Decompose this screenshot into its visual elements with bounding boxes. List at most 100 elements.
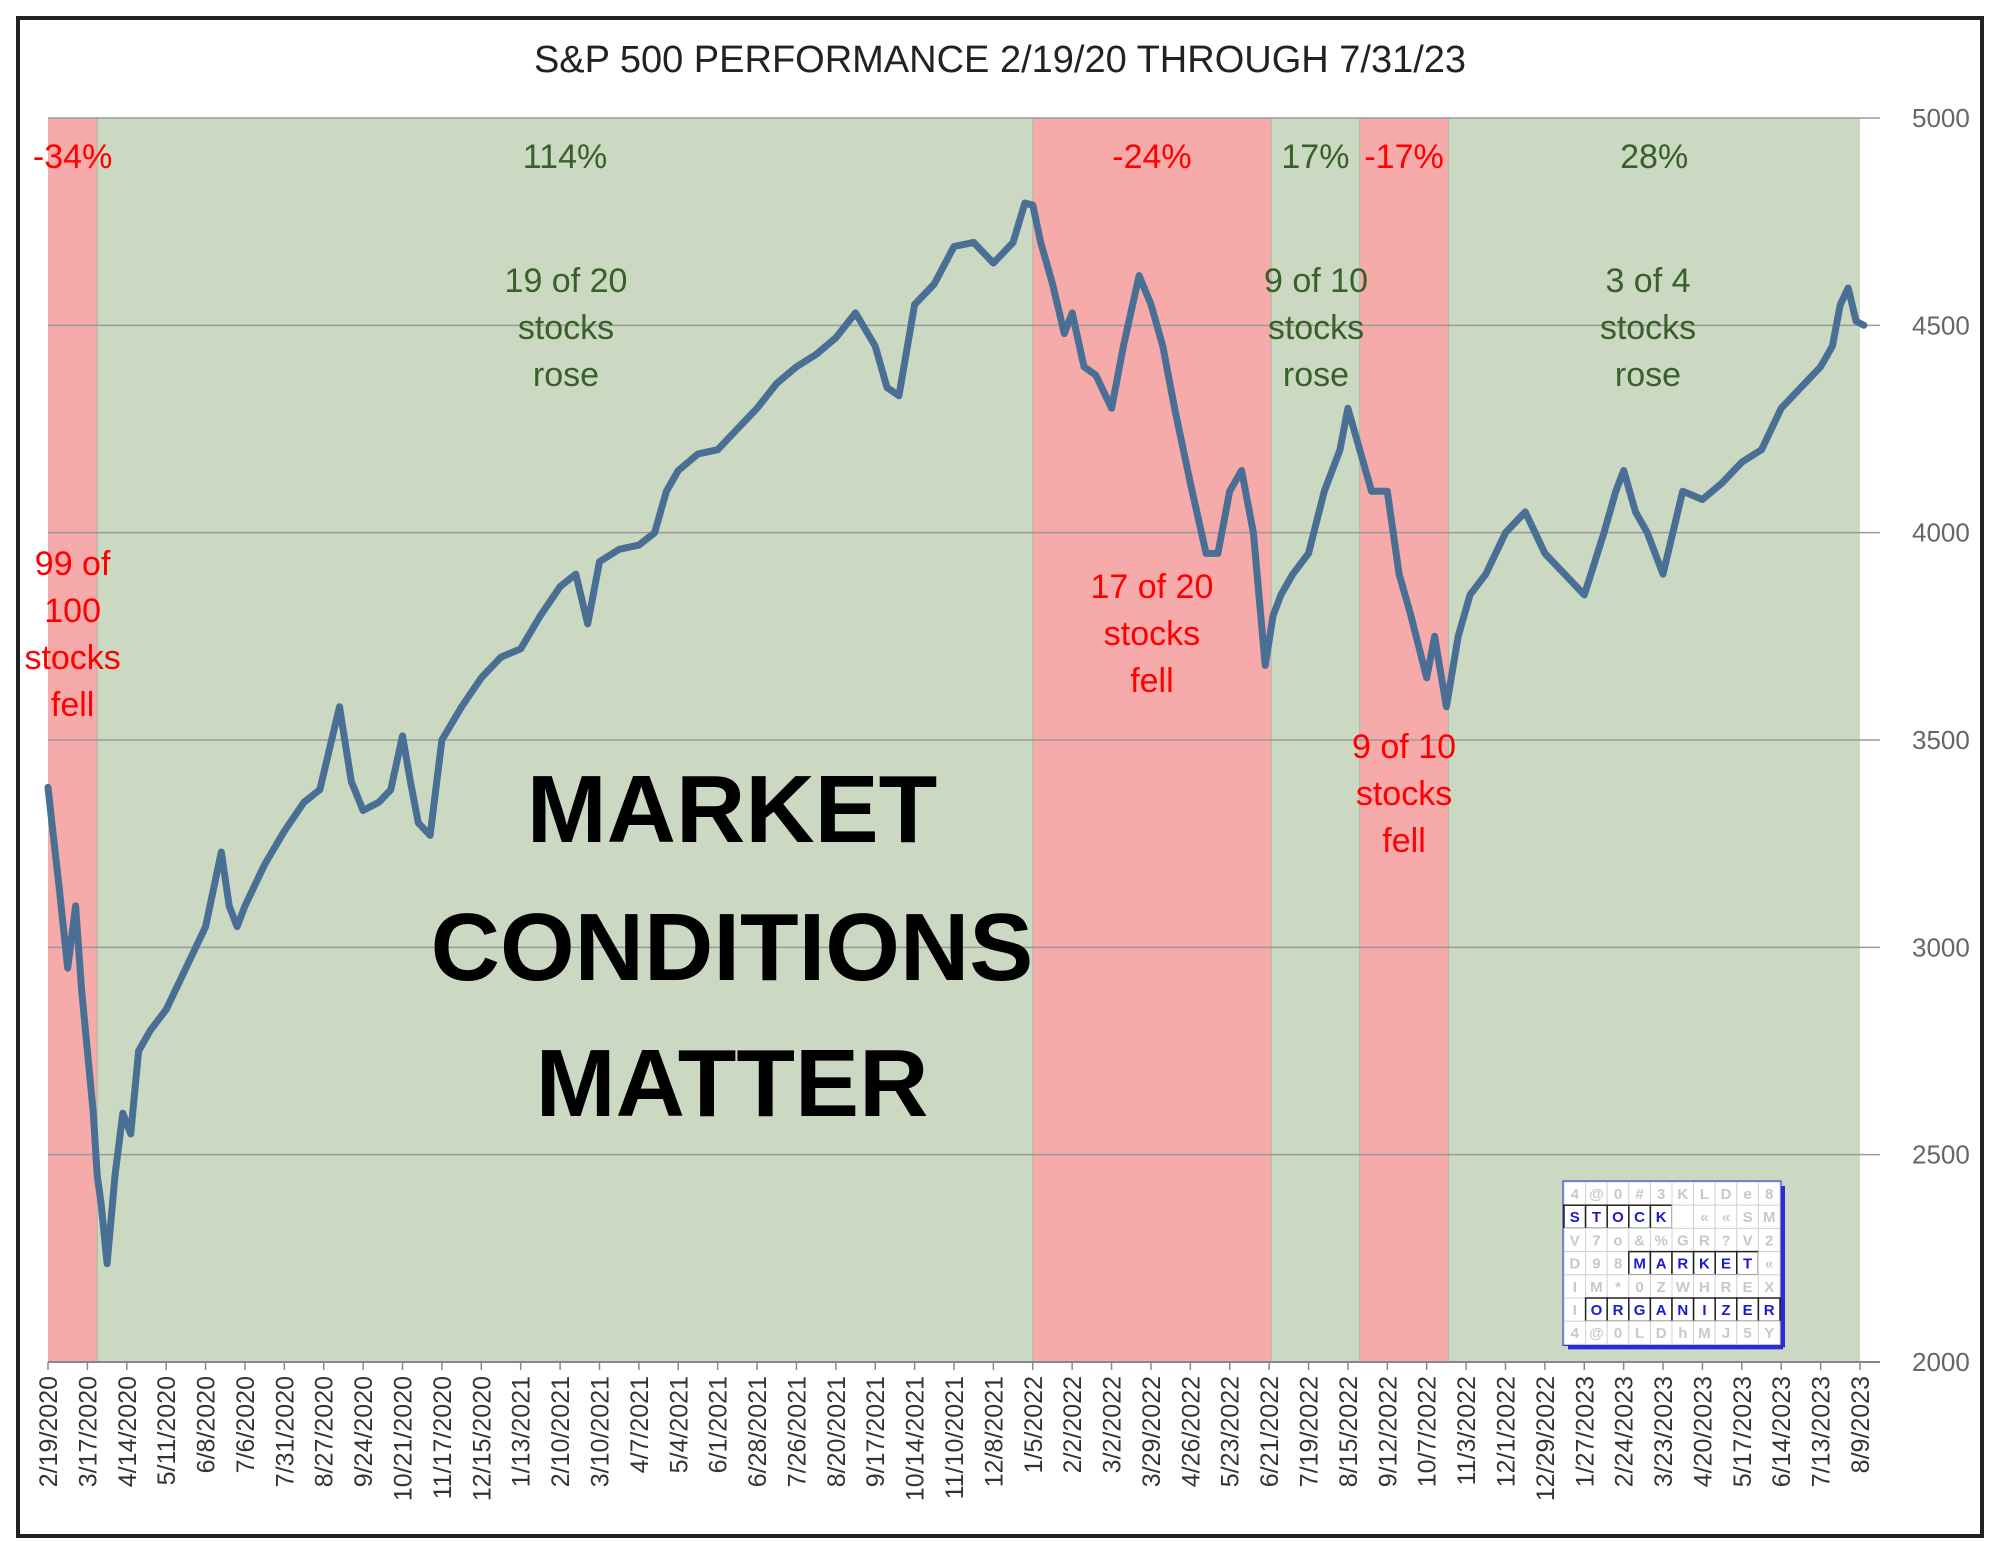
x-tick-label: 5/17/2023 (1729, 1376, 1757, 1487)
x-tick-label: 8/27/2020 (311, 1376, 339, 1487)
x-tick-label: 4/14/2020 (114, 1376, 142, 1487)
x-tick-label: 1/5/2022 (1020, 1376, 1048, 1473)
band-change-label: -17% (1364, 138, 1443, 176)
logo-letter: & (1634, 1232, 1645, 1249)
gridlines (48, 117, 1880, 1363)
x-tick-label: 10/21/2020 (390, 1376, 418, 1501)
logo-letter: Y (1764, 1325, 1774, 1342)
band-note-line: stocks (1268, 309, 1364, 347)
x-tick-label: 5/11/2020 (153, 1376, 181, 1485)
y-tick-label: 4000 (1912, 518, 1970, 548)
logo-letter: A (1656, 1256, 1667, 1273)
x-tick-label: 3/23/2023 (1650, 1376, 1678, 1487)
band-note-line: stocks (518, 309, 614, 347)
logo-letter: H (1699, 1279, 1710, 1296)
logo-letter: 3 (1657, 1186, 1665, 1203)
logo-letter: 0 (1635, 1279, 1643, 1296)
x-tick-label: 10/14/2021 (902, 1376, 930, 1501)
band-note-line: 3 of 4 (1605, 262, 1690, 300)
x-tick-label: 12/8/2021 (980, 1376, 1008, 1487)
logo-letter: D (1721, 1186, 1732, 1203)
logo-letter: O (1591, 1302, 1603, 1319)
logo-letter: 7 (1592, 1232, 1600, 1249)
logo-letter: S (1570, 1209, 1580, 1226)
x-tick-label: 7/26/2021 (783, 1376, 811, 1487)
logo-letter: Z (1657, 1279, 1666, 1296)
logo-letter: @ (1589, 1186, 1604, 1203)
series-layer (44, 199, 1868, 1268)
logo-letter: S (1743, 1209, 1753, 1226)
x-tick-label: 3/10/2021 (586, 1376, 614, 1487)
band-change-label: 114% (523, 138, 607, 176)
logo-letter: 5 (1743, 1325, 1751, 1342)
logo-letter: V (1570, 1232, 1580, 1249)
x-tick-label: 8/9/2023 (1847, 1376, 1875, 1473)
x-tick-label: 7/31/2020 (271, 1376, 299, 1487)
chart-title: S&P 500 PERFORMANCE 2/19/20 THROUGH 7/31… (534, 39, 1466, 81)
overlay-text: MARKET CONDITIONS MATTER (431, 756, 1034, 1137)
logo-letter: 8 (1765, 1186, 1773, 1203)
logo-letter: I (1573, 1302, 1577, 1319)
x-tick-label: 11/3/2022 (1453, 1376, 1481, 1485)
logo-letter: O (1612, 1209, 1624, 1226)
logo-letter: E (1743, 1279, 1753, 1296)
logo-letter: I (1573, 1279, 1577, 1296)
logo-letter: 2 (1765, 1232, 1773, 1249)
x-tick-label: 7/13/2023 (1808, 1376, 1836, 1487)
band-change-label: 28% (1620, 138, 1688, 176)
band-note-line: fell (51, 686, 94, 724)
x-tick-label: 6/14/2023 (1768, 1376, 1796, 1487)
logo-letter: K (1656, 1209, 1667, 1226)
logo-letter: T (1743, 1256, 1752, 1273)
logo-letter: 0 (1614, 1325, 1622, 1342)
logo-letter: 8 (1614, 1256, 1622, 1273)
x-tick-label: 5/4/2021 (665, 1376, 693, 1473)
logo-letter: C (1634, 1209, 1645, 1226)
band-note-line: fell (1130, 662, 1173, 700)
logo-letter: R (1699, 1232, 1710, 1249)
logo-letter: e (1743, 1186, 1751, 1203)
logo-letter: M (1590, 1279, 1603, 1296)
band-note-line: stocks (1356, 775, 1452, 813)
x-tick-label: 11/10/2021 (941, 1376, 969, 1499)
logo-letter: D (1569, 1256, 1580, 1273)
logo-letter: M (1633, 1256, 1646, 1273)
band-note-line: rose (1283, 356, 1349, 394)
logo-letter: 0 (1614, 1186, 1622, 1203)
logo-letter: « (1700, 1209, 1708, 1226)
band-note-line: 17 of 20 (1090, 568, 1213, 606)
logo-letter: E (1743, 1302, 1753, 1319)
logo-letter: L (1700, 1186, 1709, 1203)
x-tick-label: 3/29/2022 (1138, 1376, 1166, 1487)
y-axis: 2000 2500 3000 3500 4000 4500 5000 (1912, 103, 1970, 1377)
x-tick-label: 11/17/2020 (429, 1376, 457, 1499)
x-tick-label: 9/24/2020 (350, 1376, 378, 1487)
logo-letter: « (1765, 1256, 1773, 1273)
logo-letter: R (1721, 1279, 1732, 1296)
x-tick-label: 2/19/2020 (35, 1376, 63, 1487)
logo-letter: 4 (1571, 1186, 1580, 1203)
x-tick-label: 4/26/2022 (1177, 1376, 1205, 1487)
x-tick-label: 3/2/2022 (1099, 1376, 1127, 1473)
logo-letter: G (1677, 1232, 1689, 1249)
logo-letter: 9 (1592, 1256, 1600, 1273)
logo-letter: K (1699, 1256, 1710, 1273)
logo-letter: N (1677, 1302, 1688, 1319)
logo-letter: J (1722, 1325, 1730, 1342)
logo-letter: 4 (1571, 1325, 1580, 1342)
y-tick-label: 3500 (1912, 725, 1970, 755)
band-note-line: stocks (24, 639, 120, 677)
logo-letter: K (1677, 1186, 1688, 1203)
logo-letter: I (1702, 1302, 1706, 1319)
x-tick-label: 7/6/2020 (232, 1376, 260, 1473)
x-tick-label: 2/24/2023 (1611, 1376, 1639, 1487)
x-tick-label: 12/1/2022 (1492, 1376, 1520, 1487)
logo-letter: W (1676, 1279, 1691, 1296)
y-tick-label: 5000 (1912, 103, 1970, 133)
logo-letter: M (1763, 1209, 1776, 1226)
logo-letter: X (1764, 1279, 1774, 1296)
x-tick-label: 4/20/2023 (1689, 1376, 1717, 1487)
y-tick-label: 2500 (1912, 1140, 1970, 1170)
x-tick-label: 9/12/2022 (1374, 1376, 1402, 1487)
